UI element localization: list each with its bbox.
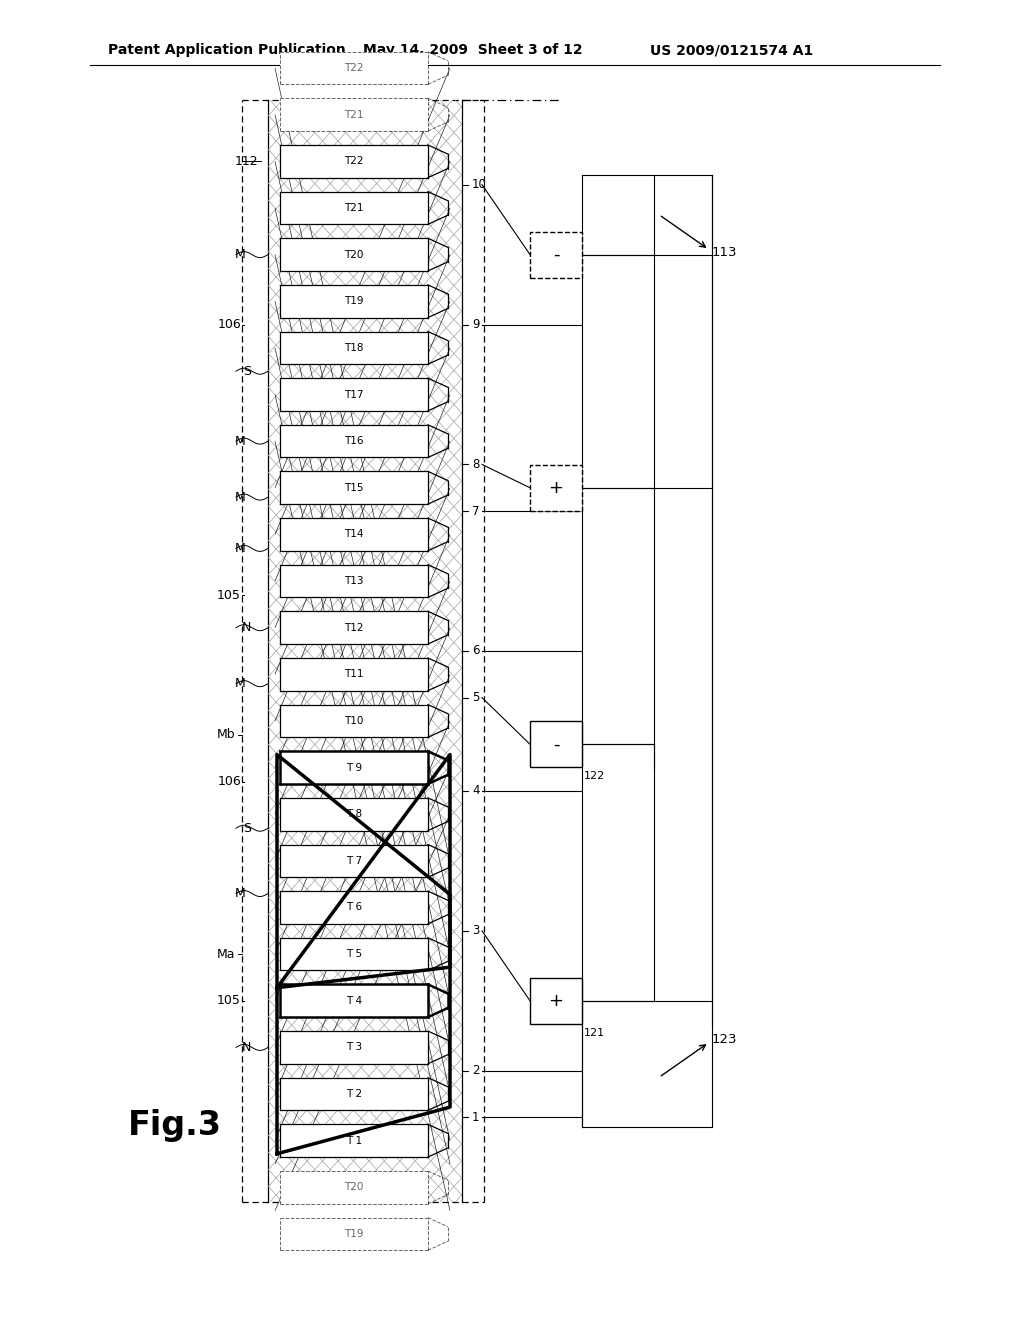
Bar	[530, 465, 582, 511]
Bar	[280, 937, 428, 970]
Text: 6: 6	[472, 644, 479, 657]
Text: 112: 112	[234, 154, 258, 168]
Text: 7: 7	[472, 504, 479, 517]
Bar	[280, 657, 428, 690]
Bar	[280, 425, 428, 458]
Text: N: N	[242, 622, 251, 634]
Text: 1: 1	[472, 1111, 479, 1123]
Bar	[280, 891, 428, 924]
Bar	[280, 145, 428, 178]
Text: Fig.3: Fig.3	[128, 1109, 222, 1142]
Text: T 8: T 8	[346, 809, 362, 820]
Text: T14: T14	[344, 529, 364, 540]
Text: M: M	[234, 543, 245, 554]
Text: T22: T22	[344, 156, 364, 166]
Text: 5: 5	[472, 692, 479, 704]
Text: 106: 106	[217, 318, 241, 331]
Text: +: +	[549, 479, 563, 496]
Text: May 14, 2009  Sheet 3 of 12: May 14, 2009 Sheet 3 of 12	[362, 44, 583, 57]
Text: N: N	[242, 1041, 251, 1053]
Text: T10: T10	[344, 715, 364, 726]
Text: 2: 2	[472, 1064, 479, 1077]
Text: T11: T11	[344, 669, 364, 680]
Text: -: -	[553, 735, 559, 754]
Text: 105: 105	[217, 589, 241, 602]
Text: 121: 121	[584, 1028, 605, 1038]
Bar	[530, 721, 582, 767]
Bar	[280, 1125, 428, 1158]
Text: T18: T18	[344, 343, 364, 352]
Text: T17: T17	[344, 389, 364, 400]
Text: 8: 8	[472, 458, 479, 471]
Text: S: S	[243, 364, 251, 378]
Text: T15: T15	[344, 483, 364, 492]
Text: 10: 10	[472, 178, 486, 191]
Bar	[280, 51, 428, 84]
Bar	[280, 751, 428, 784]
Text: M: M	[234, 677, 245, 690]
Text: T 3: T 3	[346, 1043, 362, 1052]
Bar	[280, 565, 428, 598]
Bar	[280, 1217, 428, 1250]
Bar	[280, 285, 428, 318]
Text: M: M	[234, 887, 245, 900]
Text: Patent Application Publication: Patent Application Publication	[108, 44, 346, 57]
Bar	[530, 978, 582, 1024]
Text: T 6: T 6	[346, 903, 362, 912]
Text: T19: T19	[344, 1229, 364, 1239]
Text: 106: 106	[217, 775, 241, 788]
Text: T20: T20	[344, 249, 364, 260]
Bar	[530, 231, 582, 277]
Text: 113: 113	[712, 246, 737, 259]
Bar	[280, 985, 428, 1018]
Bar	[280, 471, 428, 504]
Text: T19: T19	[344, 296, 364, 306]
Text: T 7: T 7	[346, 855, 362, 866]
Text: M: M	[234, 248, 245, 261]
Text: 9: 9	[472, 318, 479, 331]
Text: M: M	[234, 434, 245, 447]
Bar	[280, 331, 428, 364]
Text: T 1: T 1	[346, 1135, 362, 1146]
Text: 3: 3	[472, 924, 479, 937]
Text: T 2: T 2	[346, 1089, 362, 1100]
Text: T20: T20	[344, 1183, 364, 1192]
Text: 123: 123	[712, 1032, 737, 1045]
Text: T16: T16	[344, 436, 364, 446]
Text: T22: T22	[344, 63, 364, 73]
Text: US 2009/0121574 A1: US 2009/0121574 A1	[650, 44, 813, 57]
Text: S: S	[243, 822, 251, 834]
Bar	[280, 1077, 428, 1110]
Text: Ma: Ma	[216, 948, 234, 961]
Bar	[280, 1171, 428, 1204]
Bar	[280, 191, 428, 224]
Text: +: +	[549, 991, 563, 1010]
Bar	[280, 845, 428, 878]
Text: T21: T21	[344, 110, 364, 120]
Text: 4: 4	[472, 784, 479, 797]
Bar	[280, 239, 428, 271]
Text: T21: T21	[344, 203, 364, 213]
Bar	[280, 1031, 428, 1064]
Text: T12: T12	[344, 623, 364, 632]
Text: T13: T13	[344, 576, 364, 586]
Bar	[280, 378, 428, 411]
Text: T 9: T 9	[346, 763, 362, 772]
Bar	[280, 611, 428, 644]
Text: T 5: T 5	[346, 949, 362, 960]
Bar	[280, 99, 428, 131]
Text: M: M	[234, 491, 245, 504]
Bar	[280, 705, 428, 738]
Text: 122: 122	[584, 771, 605, 781]
Bar	[280, 797, 428, 830]
Bar	[280, 517, 428, 550]
Text: Mb: Mb	[216, 729, 234, 742]
Text: T 4: T 4	[346, 995, 362, 1006]
Bar	[268, 100, 462, 1203]
Text: -: -	[553, 246, 559, 264]
Text: 105: 105	[217, 994, 241, 1007]
